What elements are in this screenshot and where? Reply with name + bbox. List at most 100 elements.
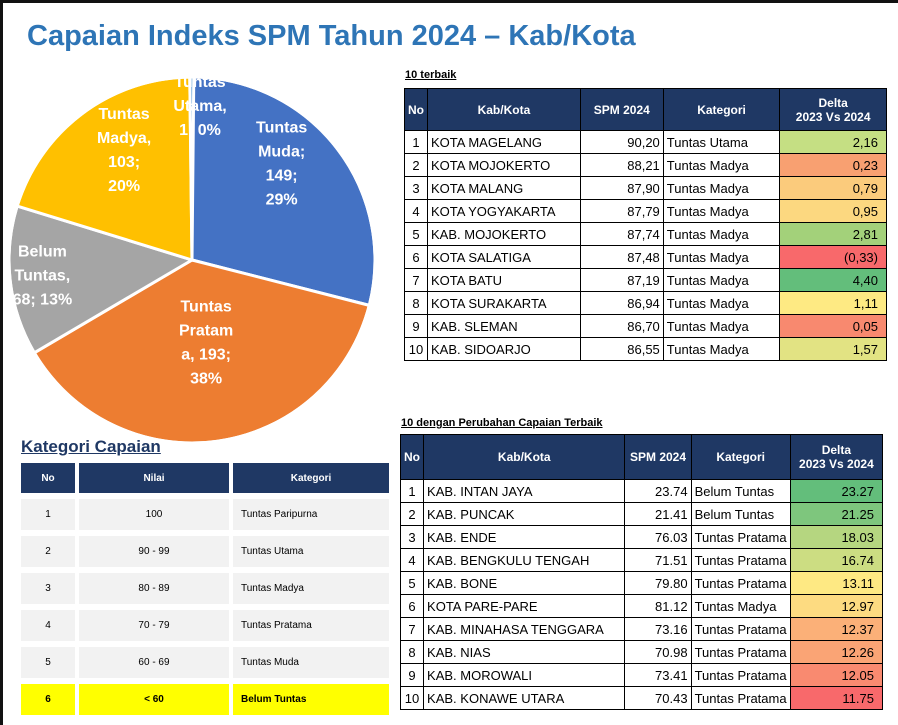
row-delta: 11.75 bbox=[789, 686, 884, 710]
table-row: 1 KAB. INTAN JAYA 23.74 Belum Tuntas 23.27 bbox=[399, 479, 884, 503]
row-kab: KOTA SURAKARTA bbox=[427, 291, 581, 315]
row-nilai: 70 - 79 bbox=[79, 610, 229, 641]
row-kategori: Tuntas Madya bbox=[662, 268, 781, 292]
row-spm: 86,94 bbox=[579, 291, 664, 315]
row-kab: KOTA MAGELANG bbox=[427, 130, 581, 154]
row-kategori: Tuntas Madya bbox=[662, 291, 781, 315]
table-row: 5 60 - 69 Tuntas Muda bbox=[21, 647, 389, 678]
table-row: 1 KOTA MAGELANG 90,20 Tuntas Utama 2,16 bbox=[404, 130, 887, 154]
row-spm: 23.74 bbox=[624, 479, 692, 503]
row-delta: 1,57 bbox=[779, 337, 887, 361]
header-nilai: Nilai bbox=[79, 463, 229, 493]
row-no: 2 bbox=[21, 536, 75, 567]
row-delta: 1,11 bbox=[779, 291, 887, 315]
top10-label: 10 terbaik bbox=[405, 69, 457, 81]
row-kab: KAB. ENDE bbox=[423, 525, 626, 549]
row-spm: 87,48 bbox=[579, 245, 664, 269]
row-kab: KAB. PUNCAK bbox=[423, 502, 626, 526]
row-delta: 13.11 bbox=[789, 571, 884, 595]
row-delta: 23.27 bbox=[789, 479, 884, 503]
row-no: 3 bbox=[21, 573, 75, 604]
row-no: 4 bbox=[21, 610, 75, 641]
table-row: 8 KAB. NIAS 70.98 Tuntas Pratama 12.26 bbox=[399, 640, 884, 664]
header-kab: Kab/Kota bbox=[427, 88, 581, 131]
row-kab: KOTA SALATIGA bbox=[427, 245, 581, 269]
header-kategori: Kategori bbox=[233, 463, 389, 493]
row-spm: 88,21 bbox=[579, 153, 664, 177]
row-spm: 87,79 bbox=[579, 199, 664, 223]
row-no: 1 bbox=[21, 499, 75, 530]
pie-rim bbox=[7, 75, 377, 445]
row-no: 7 bbox=[404, 268, 428, 292]
row-delta: 4,40 bbox=[779, 268, 887, 292]
row-no: 4 bbox=[399, 548, 425, 572]
table-row: 6 KOTA SALATIGA 87,48 Tuntas Madya (0,33) bbox=[404, 245, 887, 269]
row-no: 4 bbox=[404, 199, 428, 223]
row-kategori: Tuntas Pratama bbox=[690, 548, 791, 572]
header-spm: SPM 2024 bbox=[624, 434, 692, 480]
row-delta: 0,79 bbox=[779, 176, 887, 200]
table-row: 3 KOTA MALANG 87,90 Tuntas Madya 0,79 bbox=[404, 176, 887, 200]
row-no: 3 bbox=[404, 176, 428, 200]
row-kategori: Tuntas Utama bbox=[233, 536, 389, 567]
table-row: 2 KOTA MOJOKERTO 88,21 Tuntas Madya 0,23 bbox=[404, 153, 887, 177]
row-kategori: Tuntas Madya bbox=[690, 594, 791, 618]
page-title: Capaian Indeks SPM Tahun 2024 – Kab/Kota bbox=[27, 20, 636, 52]
header-delta: Delta 2023 Vs 2024 bbox=[779, 88, 887, 131]
table-row: 8 KOTA SURAKARTA 86,94 Tuntas Madya 1,11 bbox=[404, 291, 887, 315]
row-no: 9 bbox=[404, 314, 428, 338]
row-spm: 87,90 bbox=[579, 176, 664, 200]
row-spm: 76.03 bbox=[624, 525, 692, 549]
row-kategori: Tuntas Pratama bbox=[690, 640, 791, 664]
row-kab: KAB. NIAS bbox=[423, 640, 626, 664]
table-row: 6 KOTA PARE-PARE 81.12 Tuntas Madya 12.97 bbox=[399, 594, 884, 618]
row-spm: 79.80 bbox=[624, 571, 692, 595]
row-no: 9 bbox=[399, 663, 425, 687]
row-spm: 70.43 bbox=[624, 686, 692, 710]
pie-slice-label: Tuntas Madya, 103; 20% bbox=[97, 106, 151, 195]
row-no: 7 bbox=[399, 617, 425, 641]
row-nilai: 80 - 89 bbox=[79, 573, 229, 604]
row-kab: KAB. BONE bbox=[423, 571, 626, 595]
row-delta: 2,81 bbox=[779, 222, 887, 246]
pie-slice-label: Tuntas Utama, 1; 0% bbox=[173, 74, 226, 139]
header-kategori: Kategori bbox=[690, 434, 791, 480]
row-kategori: Tuntas Paripurna bbox=[233, 499, 389, 530]
row-no: 1 bbox=[399, 479, 425, 503]
row-kategori: Tuntas Madya bbox=[662, 222, 781, 246]
row-kategori: Tuntas Muda bbox=[233, 647, 389, 678]
change10-label: 10 dengan Perubahan Capaian Terbaik bbox=[401, 417, 603, 429]
row-kategori: Tuntas Madya bbox=[662, 199, 781, 223]
row-kategori: Tuntas Madya bbox=[662, 245, 781, 269]
pie-slice-label: Belum Tuntas, 68; 13% bbox=[13, 243, 73, 308]
row-spm: 73.41 bbox=[624, 663, 692, 687]
row-delta: 12.37 bbox=[789, 617, 884, 641]
row-kategori: Belum Tuntas bbox=[690, 502, 791, 526]
pie-slice-label: Tuntas Muda; 149; 29% bbox=[256, 119, 307, 208]
row-kab: KAB. INTAN JAYA bbox=[423, 479, 626, 503]
table-row: 3 KAB. ENDE 76.03 Tuntas Pratama 18.03 bbox=[399, 525, 884, 549]
row-spm: 21.41 bbox=[624, 502, 692, 526]
row-no: 5 bbox=[399, 571, 425, 595]
header-kategori: Kategori bbox=[662, 88, 781, 131]
row-spm: 87,19 bbox=[579, 268, 664, 292]
row-delta: 2,16 bbox=[779, 130, 887, 154]
row-no: 1 bbox=[404, 130, 428, 154]
row-kategori: Belum Tuntas bbox=[233, 684, 389, 715]
row-kab: KAB. MOJOKERTO bbox=[427, 222, 581, 246]
table-row: 10 KAB. KONAWE UTARA 70.43 Tuntas Pratama 11… bbox=[399, 686, 884, 710]
row-no: 8 bbox=[399, 640, 425, 664]
table-row: 6 < 60 Belum Tuntas bbox=[21, 684, 389, 715]
row-kab: KOTA YOGYAKARTA bbox=[427, 199, 581, 223]
row-kab: KOTA MOJOKERTO bbox=[427, 153, 581, 177]
row-kategori: Tuntas Pratama bbox=[233, 610, 389, 641]
row-delta: 0,95 bbox=[779, 199, 887, 223]
row-kategori: Tuntas Madya bbox=[662, 337, 781, 361]
row-no: 5 bbox=[404, 222, 428, 246]
row-no: 8 bbox=[404, 291, 428, 315]
row-spm: 73.16 bbox=[624, 617, 692, 641]
row-kategori: Tuntas Madya bbox=[662, 176, 781, 200]
row-kab: KOTA BATU bbox=[427, 268, 581, 292]
table-row: 9 KAB. MOROWALI 73.41 Tuntas Pratama 12.05 bbox=[399, 663, 884, 687]
header-no: No bbox=[399, 434, 425, 480]
